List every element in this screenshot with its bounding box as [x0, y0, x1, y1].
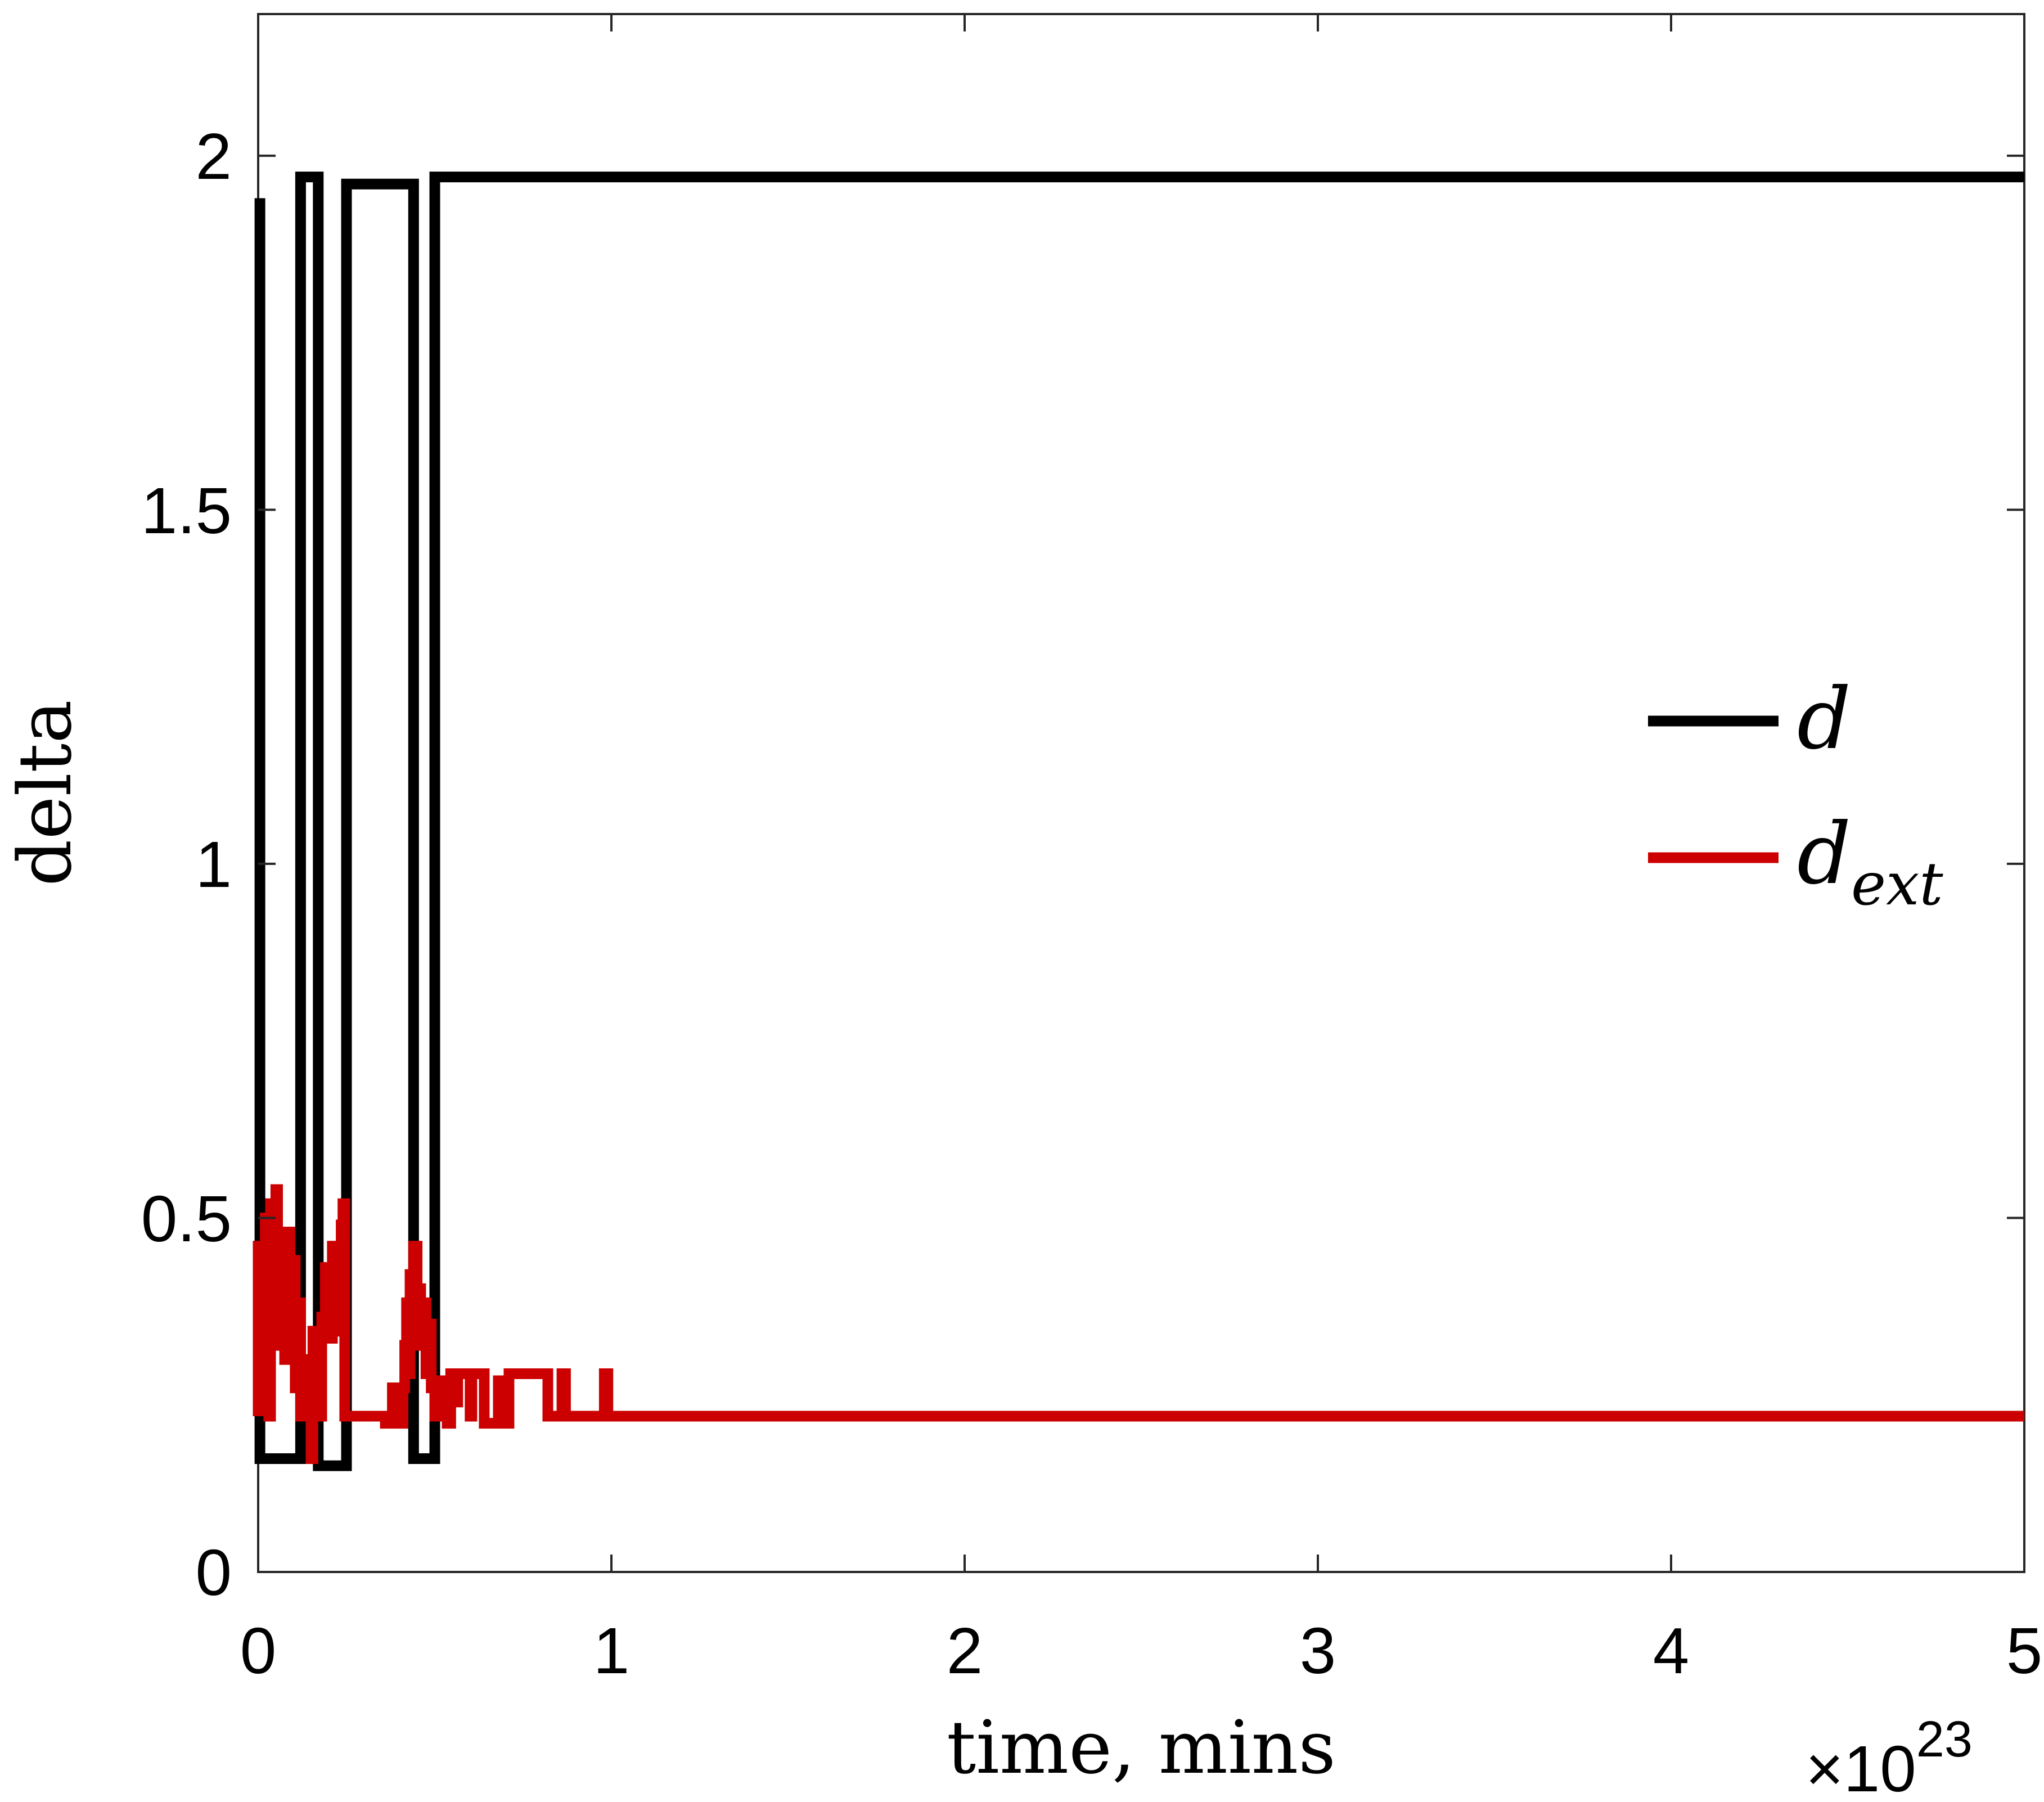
legend: d dext — [1648, 670, 1943, 918]
y-tick-label-2: 2 — [195, 120, 232, 193]
y-tick-label-0.5: 0.5 — [141, 1182, 232, 1255]
y-tick-label-1: 1 — [195, 828, 232, 901]
series-layer — [253, 172, 2024, 1471]
x-tick-label-4: 4 — [1653, 1614, 1690, 1687]
tick-layer — [257, 14, 2025, 1573]
x-tick-label-0: 0 — [240, 1614, 277, 1687]
series-line-d-ext — [253, 1184, 2024, 1464]
x-tick-label-5: 5 — [2006, 1614, 2043, 1687]
x-tick-label-3: 3 — [1300, 1614, 1336, 1687]
legend-label-d-ext-main: d — [1797, 805, 1851, 903]
legend-label-d-ext-sub: ext — [1851, 850, 1943, 918]
x-axis-title: time, mins — [947, 1705, 1336, 1790]
legend-label-d-ext: dext — [1797, 805, 1943, 918]
y-axis-title: delta — [2, 700, 88, 886]
x-axis-multiplier-exponent: 23 — [1916, 1711, 1973, 1768]
legend-label-d: d — [1797, 670, 1851, 768]
y-tick-label-0: 0 — [195, 1536, 232, 1609]
x-tick-label-2: 2 — [947, 1614, 983, 1687]
x-tick-label-1: 1 — [593, 1614, 630, 1687]
y-tick-label-1.5: 1.5 — [141, 474, 232, 547]
x-axis-multiplier-base: ×10 — [1806, 1732, 1916, 1802]
series-line-d — [254, 172, 2024, 1471]
x-axis-multiplier: ×1023 — [1806, 1711, 1973, 1802]
